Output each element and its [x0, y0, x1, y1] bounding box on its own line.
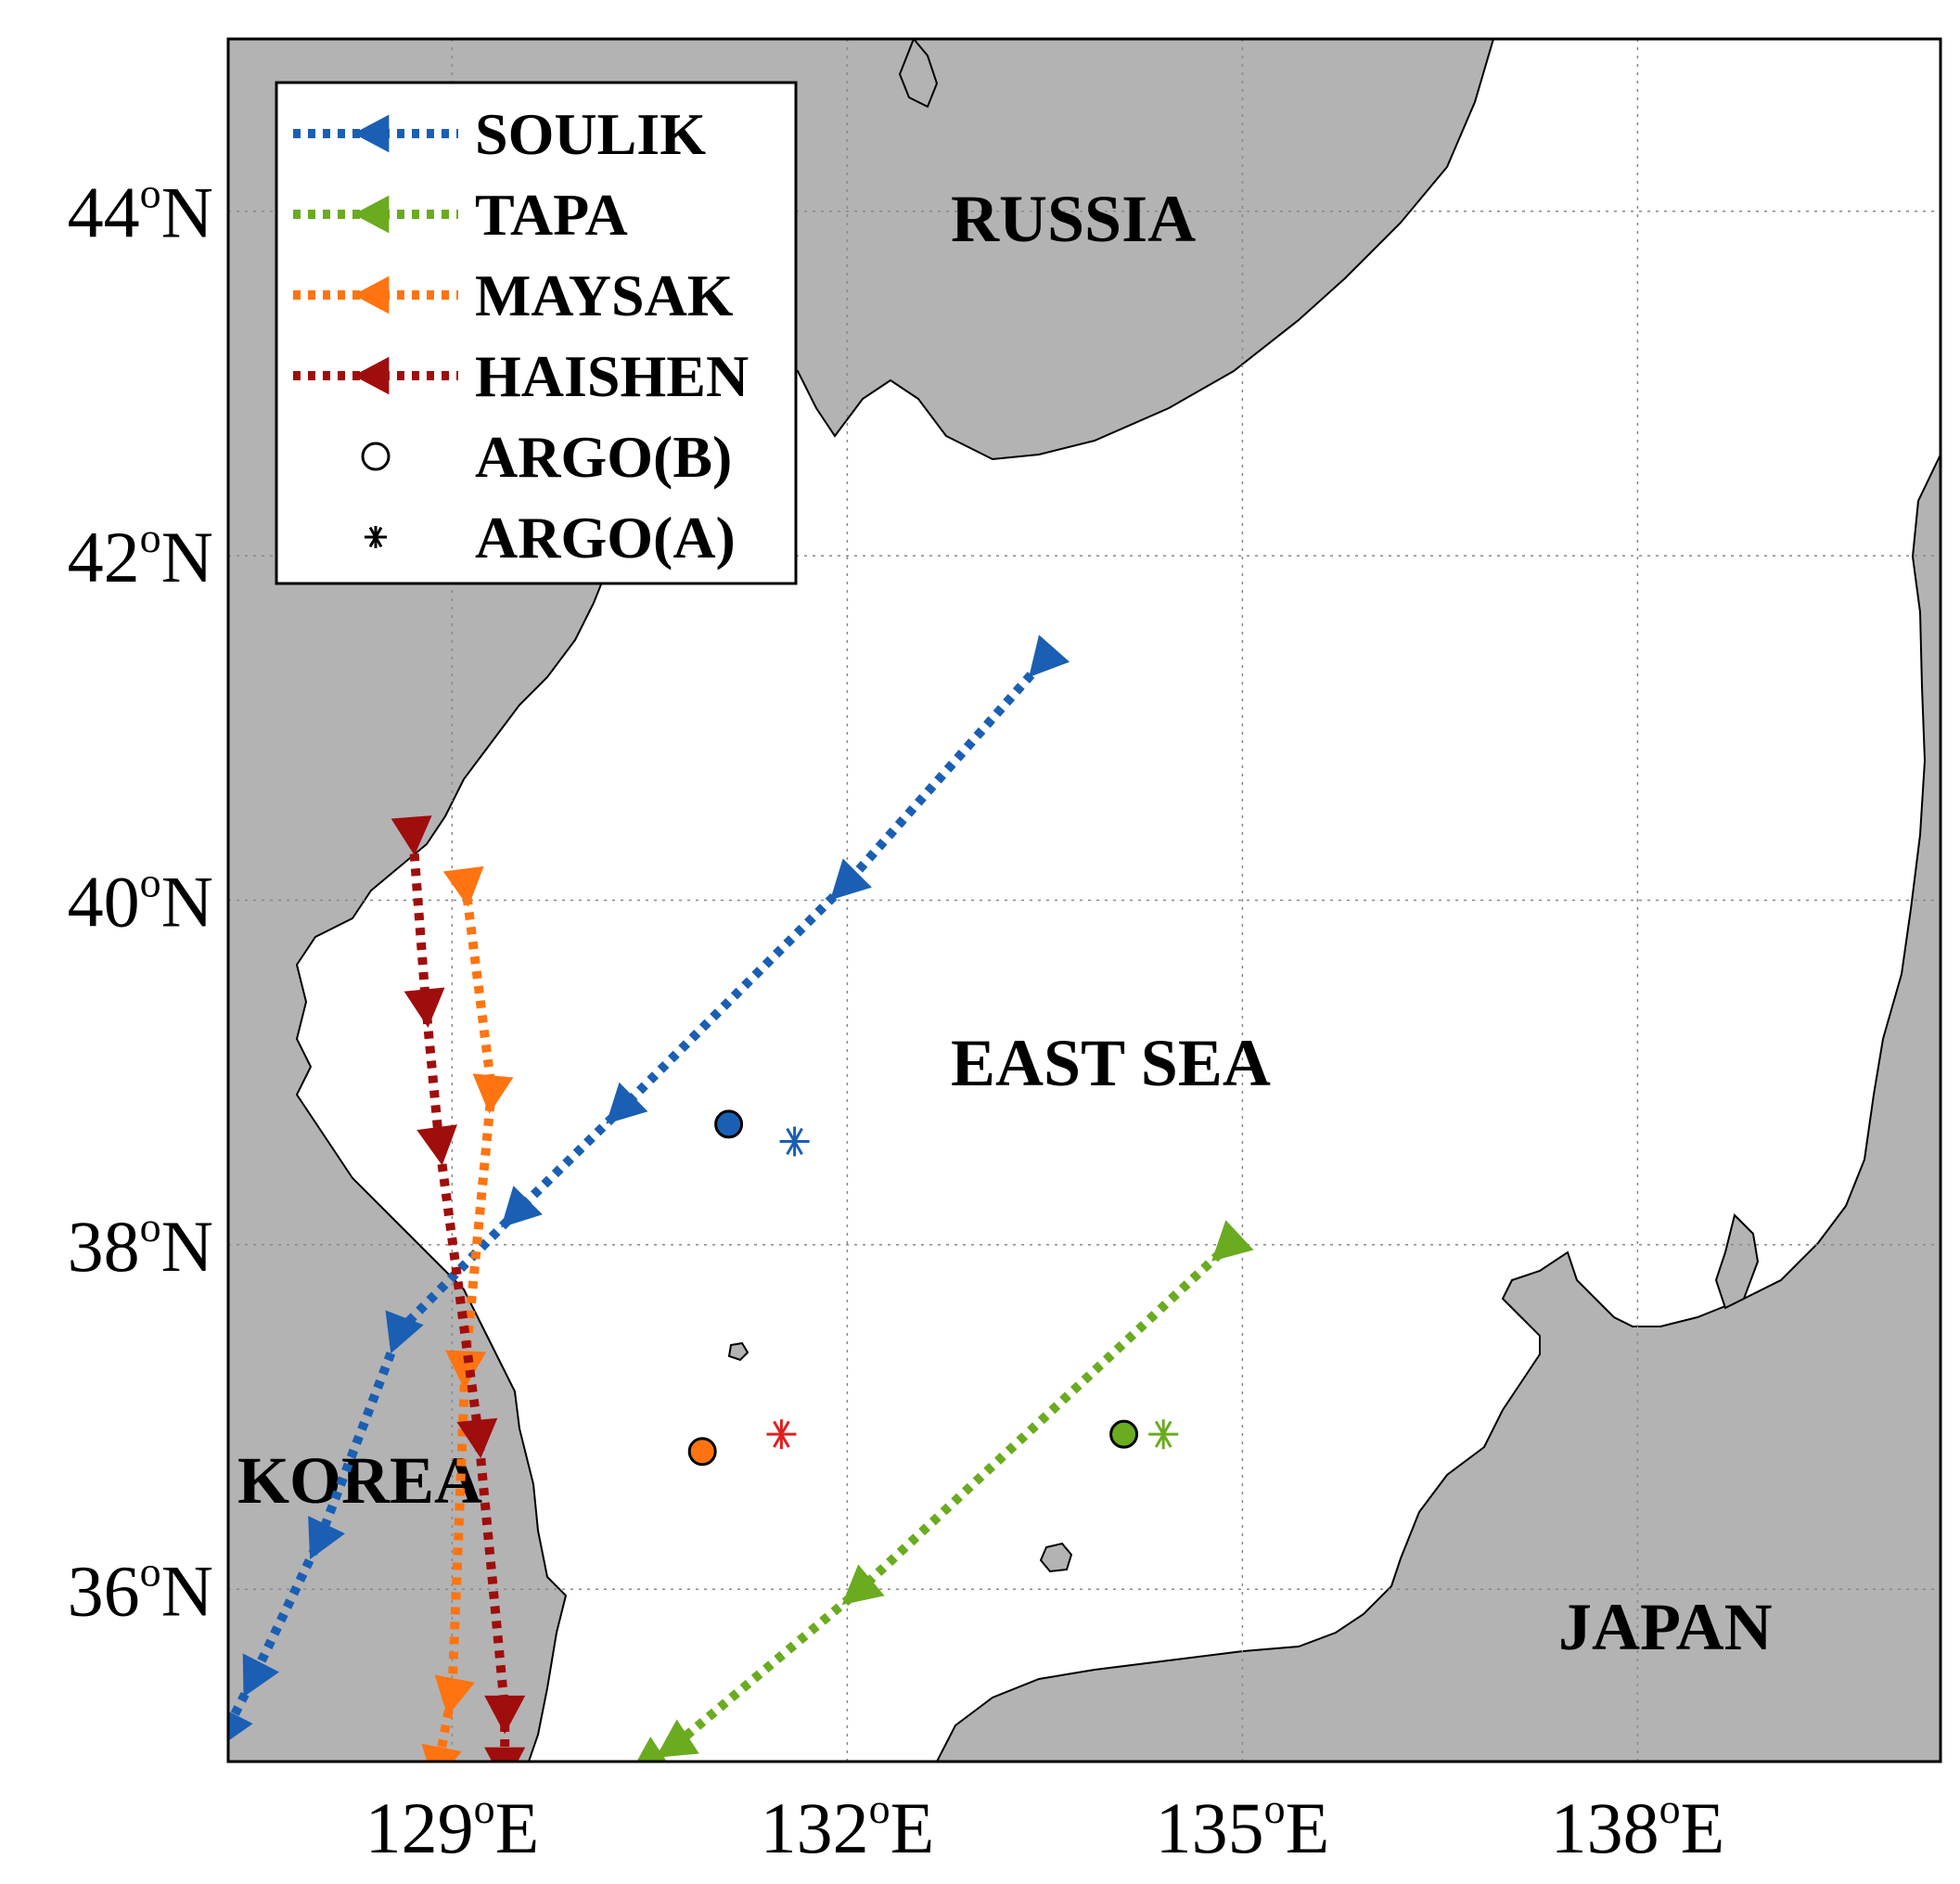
- track-point-tapa: [1211, 1220, 1254, 1262]
- land-ulleung: [727, 1341, 749, 1362]
- x-tick-label: 129oE: [365, 1785, 540, 1868]
- y-tick-label: 36oN: [68, 1547, 213, 1631]
- track-point-soulik: [385, 1310, 424, 1354]
- region-label-japan: JAPAN: [1558, 1590, 1773, 1664]
- track-point-haishen: [416, 1124, 458, 1166]
- legend-label: SOULIK: [475, 101, 706, 167]
- typhoon-tracks: [228, 634, 1254, 1762]
- track-point-tapa: [655, 1719, 699, 1758]
- track-point-soulik: [308, 1516, 345, 1560]
- legend: SOULIK TAPA MAYSAK HAISHEN ARGO(B) ARGO(A): [275, 81, 798, 585]
- track-point-maysak: [472, 1073, 514, 1114]
- track-point-maysak: [445, 1350, 487, 1390]
- track-haishen: [391, 815, 526, 1762]
- legend-items: SOULIK TAPA MAYSAK HAISHEN ARGO(B) ARGO(A): [293, 101, 749, 570]
- land-oki: [1039, 1542, 1073, 1573]
- legend-box: [275, 81, 798, 585]
- plot-frame: [226, 37, 1942, 1763]
- y-tick-label: 38oN: [68, 1203, 213, 1287]
- track-point-soulik: [501, 1186, 543, 1228]
- argo-b-marker: [1109, 1419, 1139, 1449]
- land-sakhalin: [898, 39, 939, 109]
- legend-label: MAYSAK: [475, 263, 734, 328]
- x-tick-label: 132oE: [761, 1785, 935, 1868]
- argo-b-marker: [687, 1437, 717, 1467]
- legend-item-argoa: ARGO(A): [365, 505, 736, 570]
- track-point-haishen: [484, 1747, 526, 1762]
- argo-a-marker: [779, 1126, 810, 1157]
- track-tapa: [636, 1220, 1254, 1762]
- region-label-korea: KOREA: [237, 1443, 482, 1518]
- region-label-russia: RUSSIA: [951, 182, 1196, 256]
- region-label-east-sea: EAST SEA: [951, 1026, 1271, 1100]
- x-tick-label: 138oE: [1551, 1785, 1725, 1868]
- track-line-soulik: [228, 656, 1049, 1730]
- legend-swatch-marker: [353, 356, 390, 395]
- y-tick-label: 42oN: [68, 514, 213, 597]
- track-point-haishen: [484, 1695, 526, 1735]
- track-point-soulik: [829, 858, 872, 901]
- y-axis-ticks: 36oN 38oN 40oN 42oN 44oN: [68, 170, 213, 1632]
- track-point-tapa: [841, 1564, 885, 1606]
- x-tick-label: 135oE: [1156, 1785, 1330, 1868]
- track-maysak: [421, 865, 514, 1762]
- legend-swatch-marker: [365, 526, 387, 548]
- legend-label: ARGO(B): [475, 424, 732, 490]
- legend-swatch-marker: [353, 195, 390, 234]
- legend-label: ARGO(A): [475, 505, 736, 570]
- land-sado: [1714, 1213, 1760, 1310]
- argo-b-marker: [714, 1109, 744, 1139]
- legend-item-tapa: TAPA: [293, 182, 628, 248]
- track-point-soulik: [228, 1711, 253, 1741]
- track-point-haishen: [456, 1417, 498, 1459]
- legend-item-haishen: HAISHEN: [293, 343, 749, 409]
- legend-label: TAPA: [475, 182, 628, 248]
- legend-item-argob: ARGO(B): [361, 424, 732, 490]
- track-line-haishen: [407, 830, 510, 1762]
- argo-a-marker: [1148, 1419, 1179, 1450]
- legend-item-soulik: SOULIK: [293, 101, 706, 167]
- legend-swatch-marker: [353, 276, 390, 314]
- land-japan: [935, 454, 1941, 1762]
- track-soulik: [228, 634, 1070, 1741]
- argo-a-marker: [766, 1419, 797, 1450]
- track-point-haishen: [404, 987, 445, 1028]
- track-point-maysak: [442, 865, 484, 907]
- track-point-haishen: [391, 815, 432, 856]
- argo-markers: [687, 1109, 1179, 1467]
- track-point-soulik: [606, 1082, 648, 1124]
- track-point-maysak: [434, 1674, 475, 1717]
- legend-item-maysak: MAYSAK: [293, 263, 734, 328]
- x-axis-ticks: 129oE 132oE 135oE 138oE: [365, 1785, 1725, 1868]
- y-tick-label: 44oN: [68, 170, 213, 253]
- track-point-maysak: [421, 1743, 462, 1762]
- legend-label: HAISHEN: [475, 343, 749, 409]
- y-tick-label: 40oN: [68, 859, 213, 942]
- legend-swatch-marker: [353, 114, 390, 153]
- legend-swatch-marker: [361, 442, 391, 471]
- track-point-soulik: [1029, 634, 1070, 678]
- track-point-soulik: [242, 1653, 280, 1698]
